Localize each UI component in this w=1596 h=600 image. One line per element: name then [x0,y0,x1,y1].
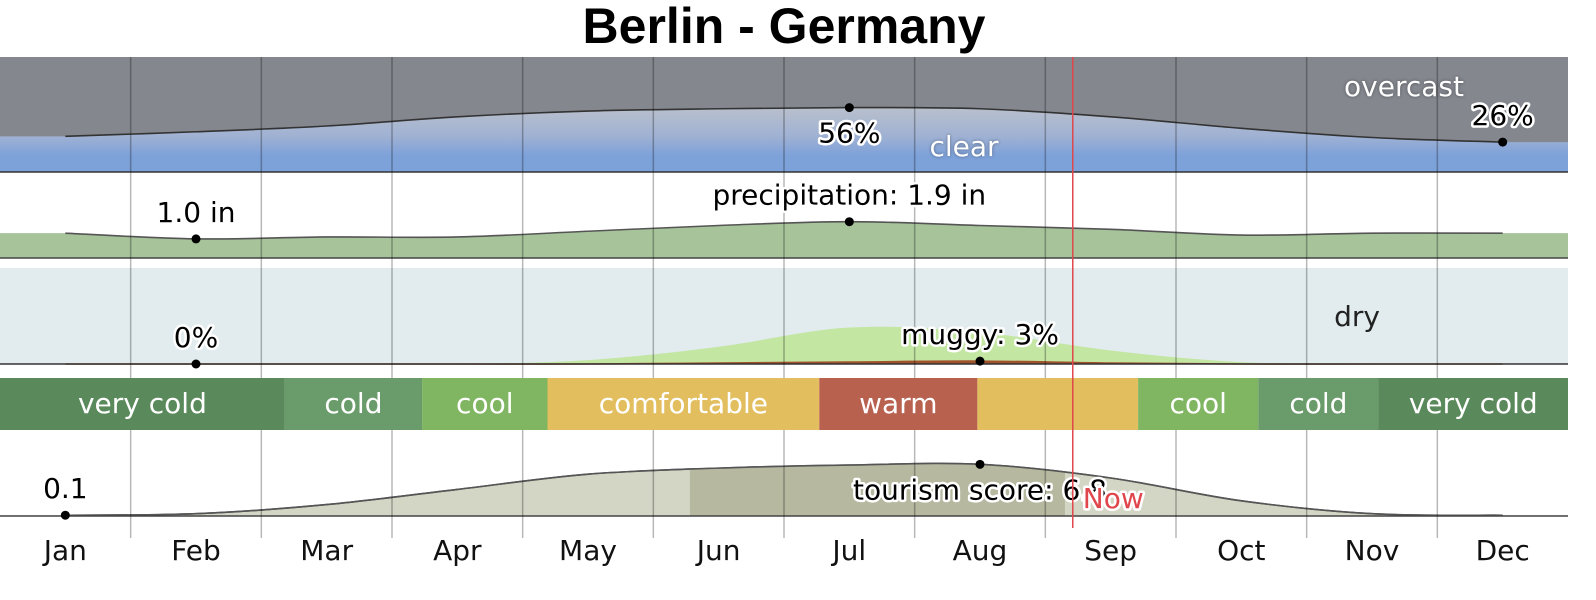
line [65,106,1503,143]
data-point [60,510,70,520]
band-label: cool [456,387,513,420]
data-label: 0.1 [43,472,88,505]
temperature-band [284,378,423,430]
temperature-band [1378,378,1568,430]
x-tick-label: Apr [433,534,482,567]
data-label: 26% [1472,99,1534,132]
highlight [689,463,1065,516]
band-label: cool [1169,387,1226,420]
temperature-band [422,378,548,430]
data-label: 1.0 in [157,196,236,229]
data-point [191,359,201,369]
data-point [975,356,985,366]
temperature-band [819,378,978,430]
data-label: tourism score: 6.8 [853,473,1107,506]
line [65,220,1503,240]
data-label: 56% [818,117,880,150]
area [0,221,1568,258]
x-tick-label: Dec [1476,534,1530,567]
data-point [191,234,201,244]
band-label: very cold [78,387,207,420]
data-label: 0% [174,321,218,354]
x-tick-label: Jan [42,534,87,567]
dry-label: dry [1334,300,1380,333]
x-tick-label: Jul [830,534,866,567]
chart-title: Berlin - Germany [583,0,986,54]
overcast-label: overcast [1344,70,1464,103]
temperature-band [0,378,285,430]
x-tick-label: Nov [1345,534,1400,567]
data-point [1498,137,1508,147]
area [0,107,1568,172]
band-label: cold [324,387,382,420]
x-tick-label: Mar [300,534,353,567]
band-label: comfortable [599,387,768,420]
band-label: cold [1289,387,1347,420]
temperature-band [1258,378,1379,430]
band-label: very cold [1409,387,1538,420]
temperature-band [547,378,820,430]
area [0,326,1568,365]
x-tick-label: Jun [695,534,741,567]
band-label: warm [859,387,937,420]
x-tick-label: Oct [1217,534,1265,567]
line [65,462,1503,517]
data-label: muggy: 3% [901,318,1059,351]
x-tick-label: Aug [953,534,1008,567]
data-point [844,103,854,113]
x-tick-label: Feb [171,534,221,567]
data-point [844,217,854,227]
data-label: precipitation: 1.9 in [712,179,986,212]
x-tick-label: Sep [1084,534,1137,567]
data-point [975,459,985,469]
now-label: Now [1083,482,1144,515]
x-tick-label: May [559,534,617,567]
temperature-band [977,378,1139,430]
clear-label: clear [929,130,999,163]
temperature-band [1138,378,1259,430]
